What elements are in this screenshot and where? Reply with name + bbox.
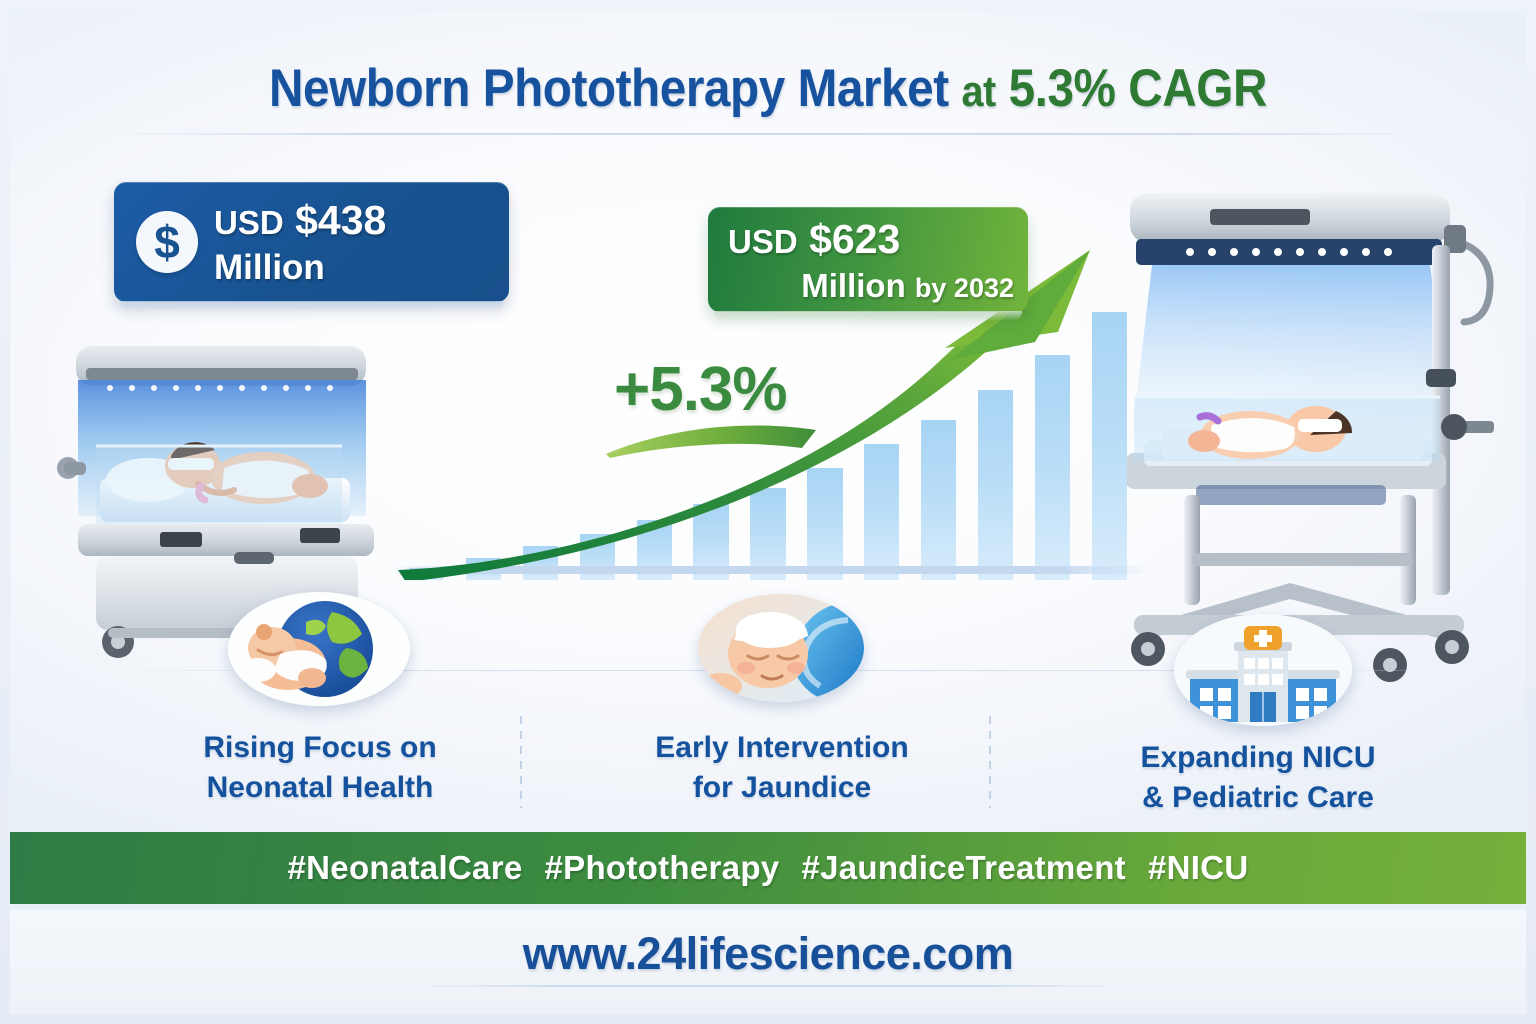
- chart-bar: [807, 468, 843, 580]
- market-value-badge-current: $ USD $438 Million: [114, 182, 509, 311]
- market-value-forecast-year: by 2032: [914, 273, 1014, 303]
- usd-label-current: USD: [214, 203, 284, 241]
- chart-bar: [1034, 355, 1071, 580]
- hospital-icon: [1174, 614, 1352, 726]
- hashtag-bar: #NeonatalCare #Phototherapy #JaundiceTreat…: [10, 832, 1526, 904]
- hashtag-item[interactable]: #JaundiceTreatment: [801, 849, 1126, 886]
- footer-bar: www.24lifescience.com: [10, 910, 1526, 1014]
- cagr-callout: +5.3%: [614, 355, 788, 424]
- dollar-circle-icon: $: [136, 211, 198, 273]
- market-value-forecast-unit: Million: [801, 267, 906, 304]
- hashtag-item[interactable]: #NeonatalCare: [287, 849, 523, 886]
- page-title-primary: Newborn Phototherapy Market: [269, 59, 949, 118]
- cagr-swoosh-icon: [606, 425, 816, 458]
- page-title-cagr: 5.3% CAGR: [1008, 59, 1268, 118]
- page-title-connector: at: [961, 67, 996, 116]
- chart-bar: [978, 390, 1014, 580]
- hashtag-item[interactable]: #Phototherapy: [544, 849, 780, 886]
- pillar-label-2: Early Intervention for Jaundice: [582, 728, 982, 807]
- market-value-current-text: USD $438 Million: [214, 196, 387, 287]
- market-value-forecast-amount: $623: [809, 216, 901, 262]
- pillar-label-3: Expanding NICU & Pediatric Care: [1058, 738, 1458, 817]
- dollar-glyph: $: [154, 216, 180, 268]
- page-title: Newborn Phototherapy Market at 5.3% CAGR: [86, 58, 1450, 119]
- pillar-3-line1: Expanding NICU: [1140, 741, 1376, 774]
- market-value-forecast-line2: Million by 2032: [728, 269, 1028, 302]
- market-value-current-line1: USD $438: [214, 196, 387, 243]
- pillar-2-line1: Early Intervention: [655, 731, 909, 764]
- chart-bar: [864, 444, 900, 580]
- pillar-1-line2: Neonatal Health: [206, 770, 434, 804]
- growth-bar-chart: [398, 310, 1138, 580]
- footer-underline: [410, 985, 1130, 987]
- usd-label-forecast: USD: [728, 223, 798, 260]
- market-value-forecast-line1: USD $623: [728, 219, 1028, 260]
- hashtag-item[interactable]: #NICU: [1147, 849, 1249, 886]
- chart-baseline: [390, 566, 1150, 574]
- overhead-phototherapy-bassinet-image: [1126, 193, 1494, 682]
- market-value-badge-forecast: USD $623 Million by 2032: [708, 207, 1028, 321]
- pillar-1-line1: Rising Focus on: [203, 731, 437, 764]
- pillar-divider-1: [520, 716, 522, 808]
- pillar-2-line2: for Jaundice: [692, 770, 872, 804]
- chart-bar: [1091, 312, 1128, 580]
- market-value-current-amount: $438: [295, 196, 387, 243]
- chart-bar: [921, 420, 957, 580]
- sleeping-baby-icon: [698, 594, 864, 702]
- baby-globe-icon: [228, 592, 410, 706]
- hashtag-list: #NeonatalCare #Phototherapy #JaundiceTreat…: [277, 849, 1260, 887]
- pillar-label-1: Rising Focus on Neonatal Health: [130, 728, 510, 807]
- website-url[interactable]: www.24lifescience.com: [522, 928, 1014, 979]
- infographic-canvas: Newborn Phototherapy Market at 5.3% CAGR: [10, 10, 1526, 1014]
- title-divider: [110, 133, 1430, 135]
- market-value-current-unit: Million: [214, 247, 325, 287]
- pillar-3-line2: & Pediatric Care: [1142, 780, 1374, 814]
- chart-bar: [750, 488, 786, 580]
- pillar-divider-2: [989, 716, 991, 808]
